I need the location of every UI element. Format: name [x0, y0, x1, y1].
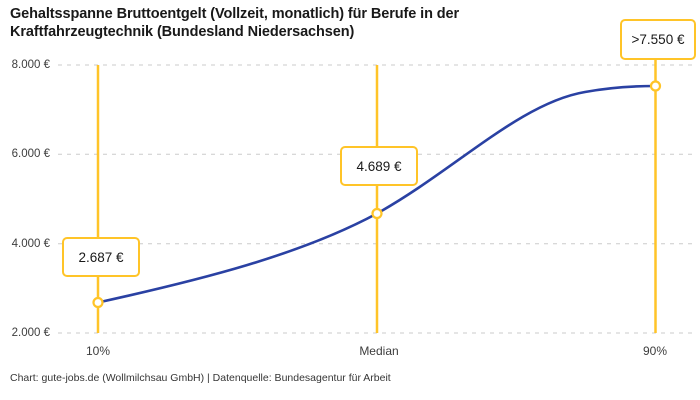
x-tick-p90: 90%	[642, 344, 668, 358]
chart-title-line2: Kraftfahrzeugtechnik (Bundesland Nieders…	[10, 24, 355, 40]
value-label-p10: 2.687 €	[62, 237, 140, 277]
chart-source-attribution: Chart: gute-jobs.de (Wollmilchsau GmbH) …	[10, 372, 391, 384]
y-tick-2000: 2.000 €	[11, 327, 50, 339]
value-label-median-text: 4.689 €	[356, 158, 402, 174]
value-label-p90-text: >7.550 €	[631, 32, 685, 47]
y-tick-4000: 4.000 €	[11, 238, 50, 250]
y-tick-6000: 6.000 €	[11, 148, 50, 160]
data-point-median	[371, 207, 383, 220]
data-point-p10	[92, 296, 104, 309]
value-label-p10-text: 2.687 €	[78, 249, 124, 265]
chart-title: Gehaltsspanne Bruttoentgelt (Vollzeit, m…	[10, 5, 610, 41]
data-point-p90	[649, 80, 662, 92]
salary-curve	[96, 84, 657, 304]
y-tick-8000: 8.000 €	[11, 59, 50, 71]
chart-title-line1: Gehaltsspanne Bruttoentgelt (Vollzeit, m…	[10, 6, 460, 22]
x-tick-p10: 10%	[85, 344, 111, 358]
value-label-median: 4.689 €	[340, 146, 418, 186]
x-tick-median: Median	[359, 344, 399, 358]
value-label-p90: >7.550 €	[620, 19, 696, 60]
